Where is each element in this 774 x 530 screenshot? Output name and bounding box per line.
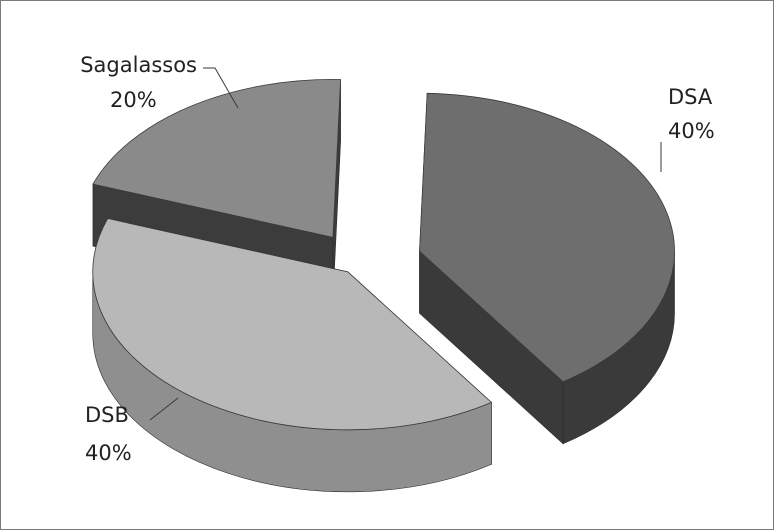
- slice-percent-dsb: 40%: [85, 441, 132, 465]
- slice-percent-sagalassos: 20%: [110, 88, 157, 112]
- pie-slice-top-sagalassos: [92, 79, 342, 238]
- pie-slice-top-dsb: [92, 218, 493, 431]
- slice-percent-dsa: 40%: [668, 119, 715, 143]
- pie-slice-dsa: [419, 92, 675, 445]
- slice-label-dsa: DSA: [668, 85, 713, 109]
- pie-slice-dsb: [92, 218, 493, 493]
- slice-label-sagalassos: Sagalassos: [80, 53, 197, 77]
- pie-slice-top-dsa: [419, 92, 675, 383]
- leader-line-dsb: [149, 397, 179, 421]
- leader-line-sagalassos: [203, 67, 239, 109]
- slice-label-dsb: DSB: [85, 403, 129, 427]
